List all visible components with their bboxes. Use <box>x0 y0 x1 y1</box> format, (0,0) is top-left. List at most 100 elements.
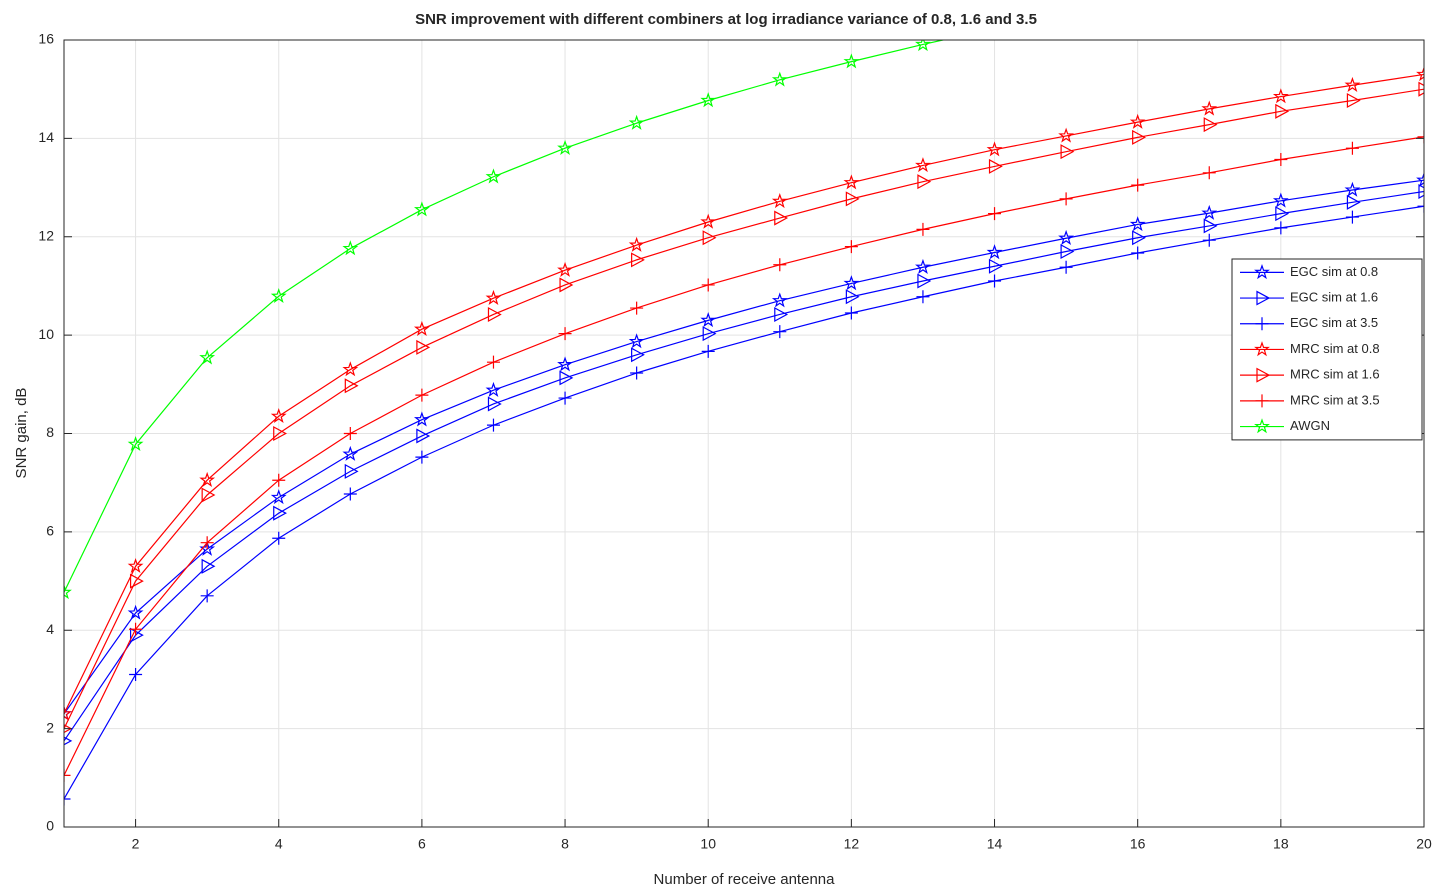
x-axis-label: Number of receive antenna <box>654 871 836 888</box>
legend-label: MRC sim at 3.5 <box>1290 392 1380 407</box>
data-point <box>1058 127 1075 143</box>
x-tick-label: 12 <box>844 836 860 852</box>
data-point <box>700 312 717 328</box>
data-point <box>1345 141 1359 155</box>
data-point <box>199 471 216 487</box>
data-point <box>1203 218 1218 234</box>
data-point <box>1059 260 1073 274</box>
data-point <box>413 201 430 217</box>
series-line <box>64 205 1424 800</box>
data-point <box>988 258 1003 274</box>
data-point <box>485 381 502 397</box>
data-point <box>631 347 645 363</box>
data-point <box>1202 233 1216 247</box>
data-point <box>1201 204 1218 220</box>
data-point <box>557 139 573 155</box>
data-point <box>1059 192 1073 206</box>
data-point <box>416 339 431 355</box>
data-point <box>1132 129 1146 145</box>
data-point <box>200 536 214 550</box>
data-point <box>1346 194 1361 210</box>
data-point <box>201 487 216 503</box>
data-point <box>845 191 860 207</box>
data-point <box>916 222 930 236</box>
data-point <box>988 158 1003 174</box>
data-point <box>343 427 357 440</box>
data-point <box>1272 192 1289 208</box>
x-tick-label: 16 <box>1130 836 1146 852</box>
data-point <box>199 540 216 556</box>
data-point <box>701 278 715 292</box>
legend-label: EGC sim at 1.6 <box>1290 289 1378 304</box>
data-point <box>771 193 788 209</box>
data-point <box>986 244 1003 260</box>
data-point <box>129 668 143 682</box>
data-point <box>1132 0 1144 5</box>
data-point <box>1416 66 1424 82</box>
data-point <box>64 736 73 746</box>
x-tick-label: 18 <box>1273 836 1289 852</box>
data-point <box>845 289 860 305</box>
data-point <box>1345 210 1359 224</box>
y-tick-label: 8 <box>46 424 54 440</box>
series-line <box>64 179 1424 715</box>
data-point <box>485 168 502 184</box>
data-point <box>127 604 144 620</box>
data-point <box>270 407 287 424</box>
data-point <box>771 292 788 308</box>
data-point <box>630 301 644 315</box>
legend-marker <box>1256 367 1271 383</box>
y-tick-label: 10 <box>38 326 54 342</box>
data-point <box>559 277 574 293</box>
data-point <box>843 275 860 291</box>
x-tick-label: 14 <box>987 836 1003 852</box>
data-point <box>413 320 430 336</box>
x-tick-label: 4 <box>275 836 283 852</box>
data-point <box>1275 103 1290 119</box>
data-point <box>628 114 645 130</box>
data-point <box>487 306 502 322</box>
y-tick-label: 6 <box>46 523 54 539</box>
data-point <box>342 445 359 461</box>
data-point <box>129 622 143 636</box>
data-point <box>487 396 502 412</box>
data-point <box>701 344 715 358</box>
x-tick-label: 20 <box>1416 836 1432 852</box>
y-tick-label: 12 <box>38 227 54 243</box>
data-point <box>1203 117 1218 133</box>
data-point <box>344 463 359 479</box>
y-tick-label: 16 <box>38 31 54 47</box>
legend-label: EGC sim at 0.8 <box>1290 264 1378 279</box>
data-point <box>558 327 572 341</box>
data-point <box>1346 92 1361 109</box>
data-point <box>628 236 645 252</box>
series-line <box>64 136 1424 776</box>
data-point <box>270 287 287 304</box>
data-point <box>700 92 717 108</box>
data-point <box>774 306 789 322</box>
y-tick-label: 0 <box>46 818 54 834</box>
data-point <box>773 325 787 339</box>
legend-marker <box>1254 264 1270 280</box>
data-point <box>64 584 72 600</box>
data-point <box>1416 171 1424 187</box>
x-tick-label: 2 <box>132 836 140 852</box>
legend-label: MRC sim at 1.6 <box>1290 367 1380 382</box>
data-point <box>272 531 286 545</box>
series-line <box>64 88 1424 729</box>
data-point <box>559 370 574 386</box>
data-point <box>1201 100 1218 116</box>
data-point <box>1129 113 1146 129</box>
data-point <box>129 573 144 589</box>
data-point <box>270 489 287 505</box>
data-point <box>702 326 717 342</box>
data-point <box>64 768 71 782</box>
data-point <box>129 627 144 643</box>
y-tick-label: 4 <box>46 621 54 637</box>
y-axis-label: SNR gain, dB <box>13 388 30 479</box>
legend-label: MRC sim at 0.8 <box>1290 341 1380 356</box>
data-point <box>558 391 572 405</box>
data-point <box>344 378 359 394</box>
data-point <box>917 273 932 289</box>
